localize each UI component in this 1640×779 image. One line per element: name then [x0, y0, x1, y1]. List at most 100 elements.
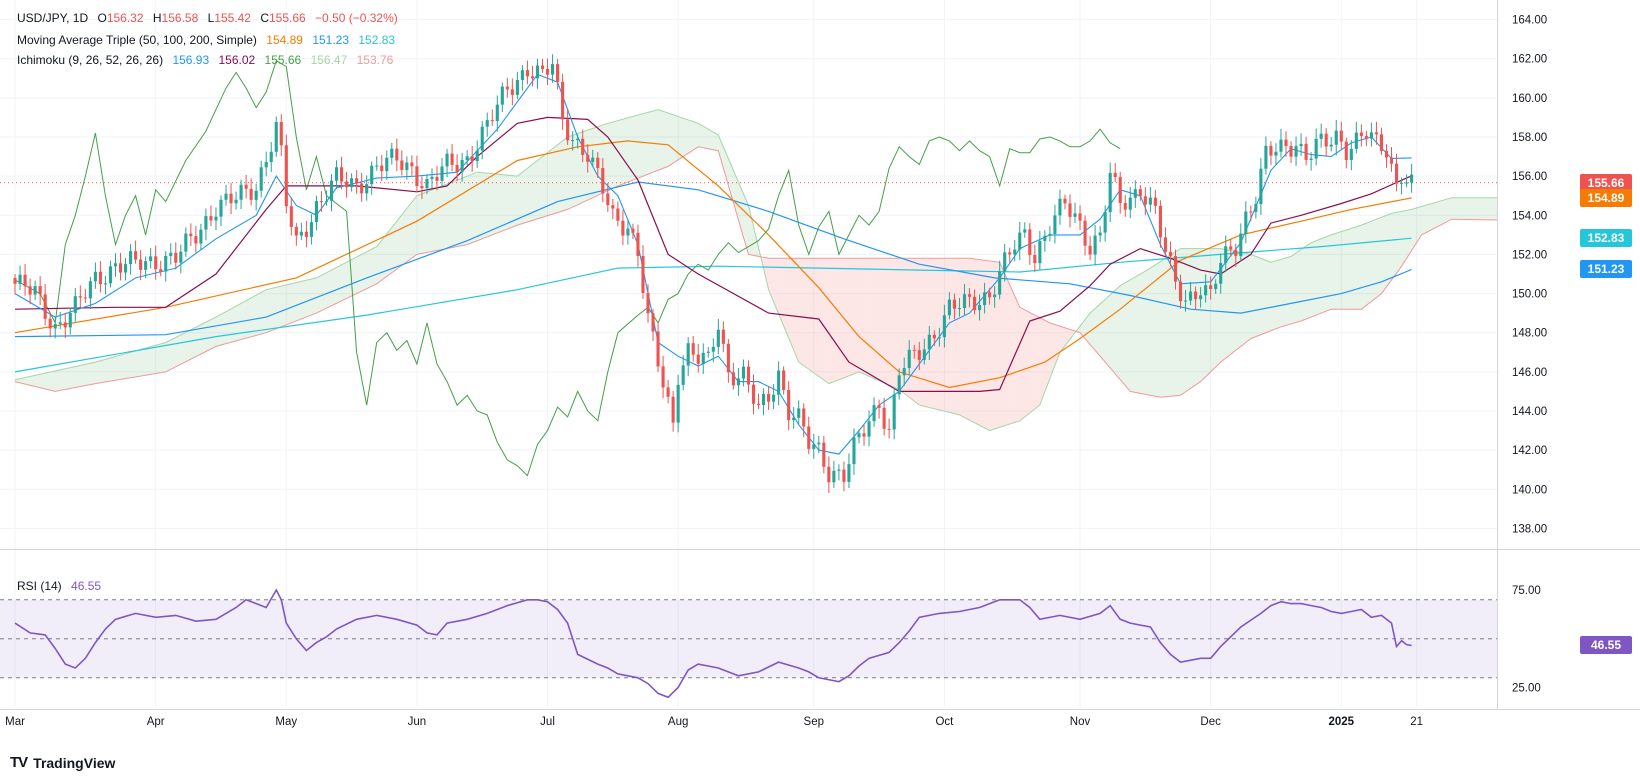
- candle-body: [1354, 132, 1358, 149]
- cloud-segment: [1095, 304, 1101, 357]
- cloud-segment: [326, 270, 332, 309]
- cloud-segment: [185, 329, 191, 362]
- cloud-segment: [537, 156, 543, 219]
- candle-body: [234, 199, 238, 204]
- candle-body: [746, 366, 751, 385]
- candle-body: [1158, 205, 1162, 238]
- ma50-line: [14, 140, 1412, 389]
- y-tick-label: 152.00: [1512, 249, 1547, 261]
- cloud-segment: [773, 258, 779, 314]
- candle-body: [711, 346, 715, 352]
- candle-body: [360, 183, 364, 194]
- candle-body: [1103, 212, 1107, 233]
- cloud-segment: [1009, 284, 1015, 425]
- candle-body: [154, 256, 158, 270]
- close-price-tag: 155.66: [1580, 173, 1632, 192]
- cloud-segment: [210, 317, 216, 349]
- cloud-segment: [1361, 223, 1367, 310]
- cloud-segment: [1160, 258, 1166, 398]
- cloud-segment: [1064, 327, 1070, 346]
- candle-body: [772, 394, 776, 402]
- cloud-segment: [266, 288, 272, 333]
- ohlc-open-label: O: [97, 11, 107, 25]
- cloud-segment: [517, 172, 523, 226]
- cloud-segment: [1406, 209, 1412, 259]
- ma-title: Moving Average Triple (50, 100, 200, Sim…: [17, 33, 257, 47]
- candle-body: [380, 165, 384, 172]
- candle-body: [405, 162, 409, 170]
- candle-body: [48, 318, 52, 329]
- candle-body: [1279, 139, 1283, 152]
- cloud-segment: [125, 352, 131, 379]
- cloud-segment: [316, 275, 322, 314]
- cloud-segment: [1049, 322, 1055, 379]
- cloud-segment: [1426, 203, 1432, 233]
- cloud-segment: [718, 135, 724, 168]
- cloud-segment: [934, 258, 940, 411]
- chikou-value: 155.66: [264, 53, 302, 67]
- ma-legend: Moving Average Triple (50, 100, 200, Sim…: [17, 32, 401, 48]
- candle-body: [721, 329, 725, 344]
- candle-body: [1033, 255, 1037, 264]
- cloud-segment: [431, 187, 438, 252]
- cloud-segment: [1436, 200, 1442, 228]
- candle-body: [129, 251, 133, 265]
- candle-body: [716, 329, 720, 347]
- rsi-pane: [0, 588, 1497, 699]
- candle-body: [189, 233, 193, 237]
- candle-body: [817, 442, 821, 445]
- candle-body: [274, 122, 278, 152]
- cloud-segment: [195, 324, 201, 357]
- cloud-segment: [1039, 317, 1045, 406]
- candle-body: [1028, 229, 1032, 256]
- cloud-segment: [622, 117, 628, 184]
- rsi-tick-label: 75.00: [1512, 585, 1541, 597]
- cloud-segment: [1240, 252, 1246, 347]
- cloud-segment: [547, 148, 553, 216]
- candle-body: [1038, 240, 1042, 264]
- tradingview-brand[interactable]: TV TradingView: [10, 754, 115, 771]
- cloud-segment: [65, 367, 71, 390]
- candle-body: [184, 233, 188, 252]
- ma50-price-tag: 154.89: [1580, 188, 1632, 207]
- candle-body: [515, 79, 519, 95]
- candle-body: [455, 164, 459, 172]
- cloud-segment: [708, 129, 714, 150]
- candle-body: [485, 120, 489, 127]
- candle-body: [525, 70, 529, 77]
- candle-body: [470, 156, 474, 161]
- cloud-segment: [351, 257, 357, 297]
- cloud-segment: [542, 152, 548, 218]
- cloud-segment: [256, 292, 262, 336]
- tenkan-value: 156.93: [172, 53, 210, 67]
- candle-body: [983, 292, 987, 306]
- cloud-segment: [874, 258, 880, 381]
- candle-body: [671, 396, 675, 423]
- x-tick-label: Jul: [540, 716, 555, 728]
- cloud-segment: [1019, 307, 1025, 421]
- candle-body: [350, 178, 354, 188]
- cloud-segment: [808, 258, 814, 373]
- candle-body: [28, 286, 32, 295]
- cloud-segment: [1376, 217, 1382, 298]
- candle-body: [661, 366, 665, 388]
- ohlc-open: 156.32: [106, 11, 144, 25]
- candle-body: [1143, 196, 1147, 205]
- cloud-segment: [1280, 257, 1287, 327]
- cloud-segment: [457, 178, 463, 247]
- candle-body: [390, 148, 394, 158]
- cloud-segment: [1391, 212, 1397, 280]
- cloud-segment: [507, 175, 513, 229]
- cloud-segment: [371, 246, 377, 287]
- cloud-segment: [1481, 197, 1487, 220]
- cloud-segment: [1190, 248, 1196, 389]
- cloud-segment: [929, 258, 935, 409]
- span-b-value: 153.76: [356, 53, 394, 67]
- cloud-segment: [858, 258, 865, 375]
- candle-body: [550, 64, 555, 75]
- cloud-segment: [1059, 326, 1065, 353]
- candle-body: [139, 259, 143, 270]
- cloud-segment: [361, 251, 367, 292]
- cloud-segment: [864, 258, 870, 377]
- candle-body: [787, 389, 791, 421]
